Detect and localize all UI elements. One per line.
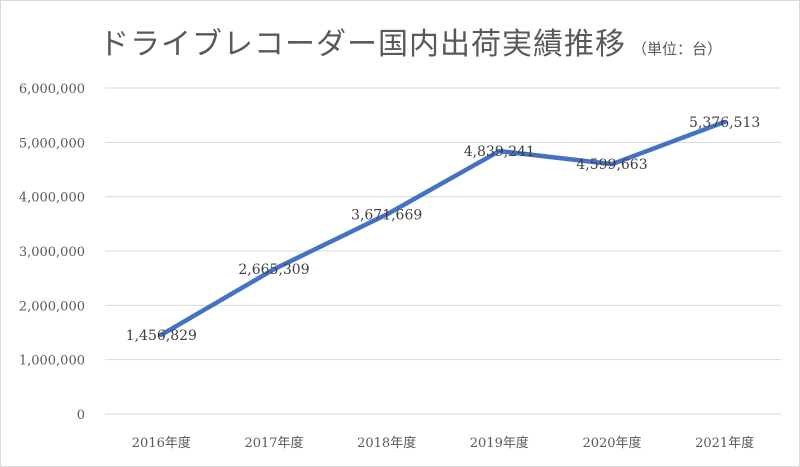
chart-title-block: ドライブレコーダー国内出荷実績推移 （単位：台）	[99, 19, 722, 63]
series-group	[159, 119, 727, 338]
y-tick-label: 5,000,000	[19, 136, 85, 151]
gridlines	[105, 87, 781, 415]
y-tick-label: 0	[77, 408, 85, 423]
chart-title: ドライブレコーダー国内出荷実績推移	[99, 27, 626, 62]
y-tick-label: 6,000,000	[19, 82, 85, 97]
data-label: 4,839,241	[464, 144, 535, 160]
x-tick-label: 2017年度	[244, 435, 303, 451]
data-labels: 1,456,829 2,665,309 3,671,669 4,839,241 4,59…	[126, 115, 761, 344]
x-tick-label: 2018年度	[357, 435, 416, 451]
x-axis: 2016年度 2017年度 2018年度 2019年度 2020年度 2021年度	[132, 435, 754, 451]
data-label: 3,671,669	[351, 208, 422, 224]
y-tick-label: 3,000,000	[19, 245, 85, 260]
x-tick-label: 2021年度	[695, 435, 754, 451]
y-axis: 0 1,000,000 2,000,000 3,000,000 4,000,000 5,0…	[19, 82, 85, 423]
x-tick-label: 2020年度	[582, 435, 641, 451]
chart-subtitle: （単位：台）	[632, 40, 723, 58]
data-label: 5,376,513	[689, 115, 760, 131]
x-tick-label: 2016年度	[132, 435, 191, 451]
data-label: 1,456,829	[126, 328, 197, 344]
y-tick-label: 1,000,000	[19, 354, 85, 369]
y-tick-label: 2,000,000	[19, 299, 85, 314]
series-line	[159, 119, 727, 338]
data-label: 4,599,663	[576, 157, 647, 173]
x-tick-label: 2019年度	[470, 435, 529, 451]
data-label: 2,665,309	[238, 262, 309, 278]
y-tick-label: 4,000,000	[19, 191, 85, 206]
